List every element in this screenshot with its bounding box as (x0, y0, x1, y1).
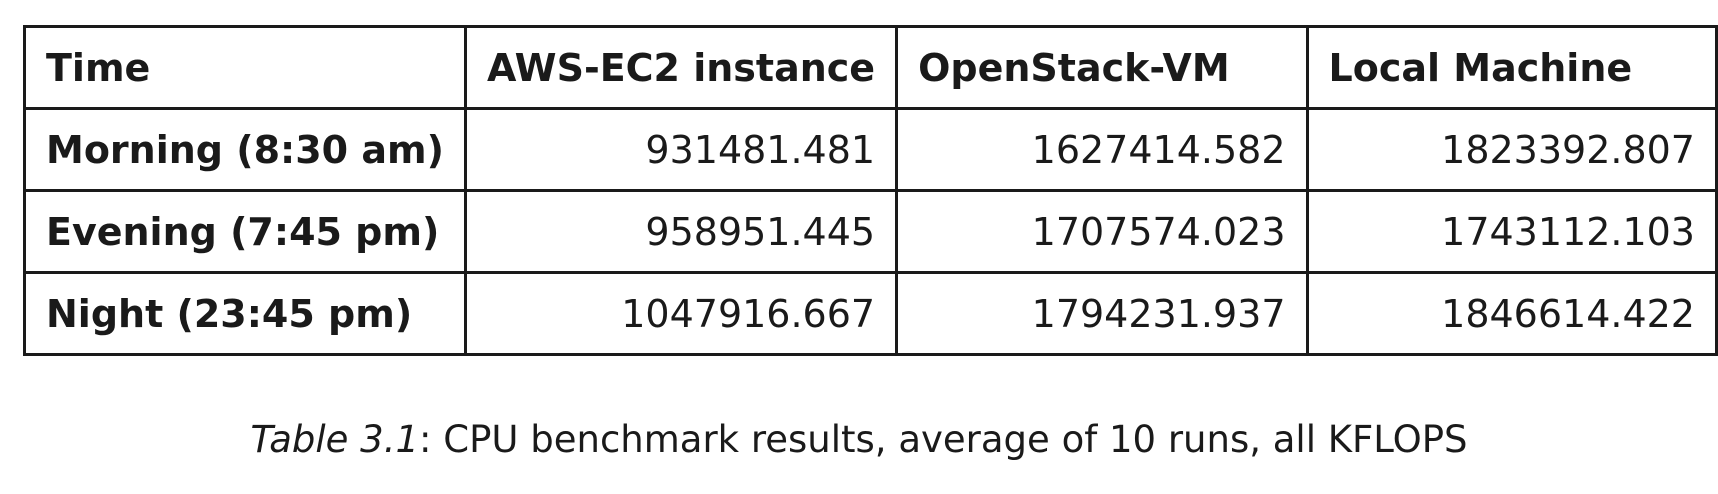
table-cell: 1794231.937 (895, 271, 1309, 356)
row-label: Evening (7:45 pm) (23, 189, 467, 274)
table-caption: Table 3.1: CPU benchmark results, averag… (0, 418, 1718, 461)
header-openstack-vm: OpenStack-VM (895, 25, 1309, 110)
table-cell: 1743112.103 (1305, 189, 1718, 274)
caption-text: : CPU benchmark results, average of 10 r… (419, 418, 1468, 461)
table-cell: 1846614.422 (1305, 271, 1718, 356)
row-label: Night (23:45 pm) (23, 271, 467, 356)
table-cell: 1047916.667 (463, 271, 899, 356)
table-row: Night (23:45 pm) 1047916.667 1794231.937… (23, 271, 1718, 356)
benchmark-table: Time AWS-EC2 instance OpenStack-VM Local… (23, 25, 1718, 356)
table-cell: 958951.445 (463, 189, 899, 274)
table-cell: 931481.481 (463, 107, 899, 192)
row-label: Morning (8:30 am) (23, 107, 467, 192)
table-cell: 1627414.582 (895, 107, 1309, 192)
header-local-machine: Local Machine (1305, 25, 1718, 110)
table-cell: 1823392.807 (1305, 107, 1718, 192)
table-header-row: Time AWS-EC2 instance OpenStack-VM Local… (23, 25, 1718, 110)
table-row: Evening (7:45 pm) 958951.445 1707574.023… (23, 189, 1718, 274)
header-aws-ec2: AWS-EC2 instance (463, 25, 899, 110)
caption-label: Table 3.1 (250, 418, 420, 461)
table-row: Morning (8:30 am) 931481.481 1627414.582… (23, 107, 1718, 192)
header-time: Time (23, 25, 467, 110)
table-cell: 1707574.023 (895, 189, 1309, 274)
